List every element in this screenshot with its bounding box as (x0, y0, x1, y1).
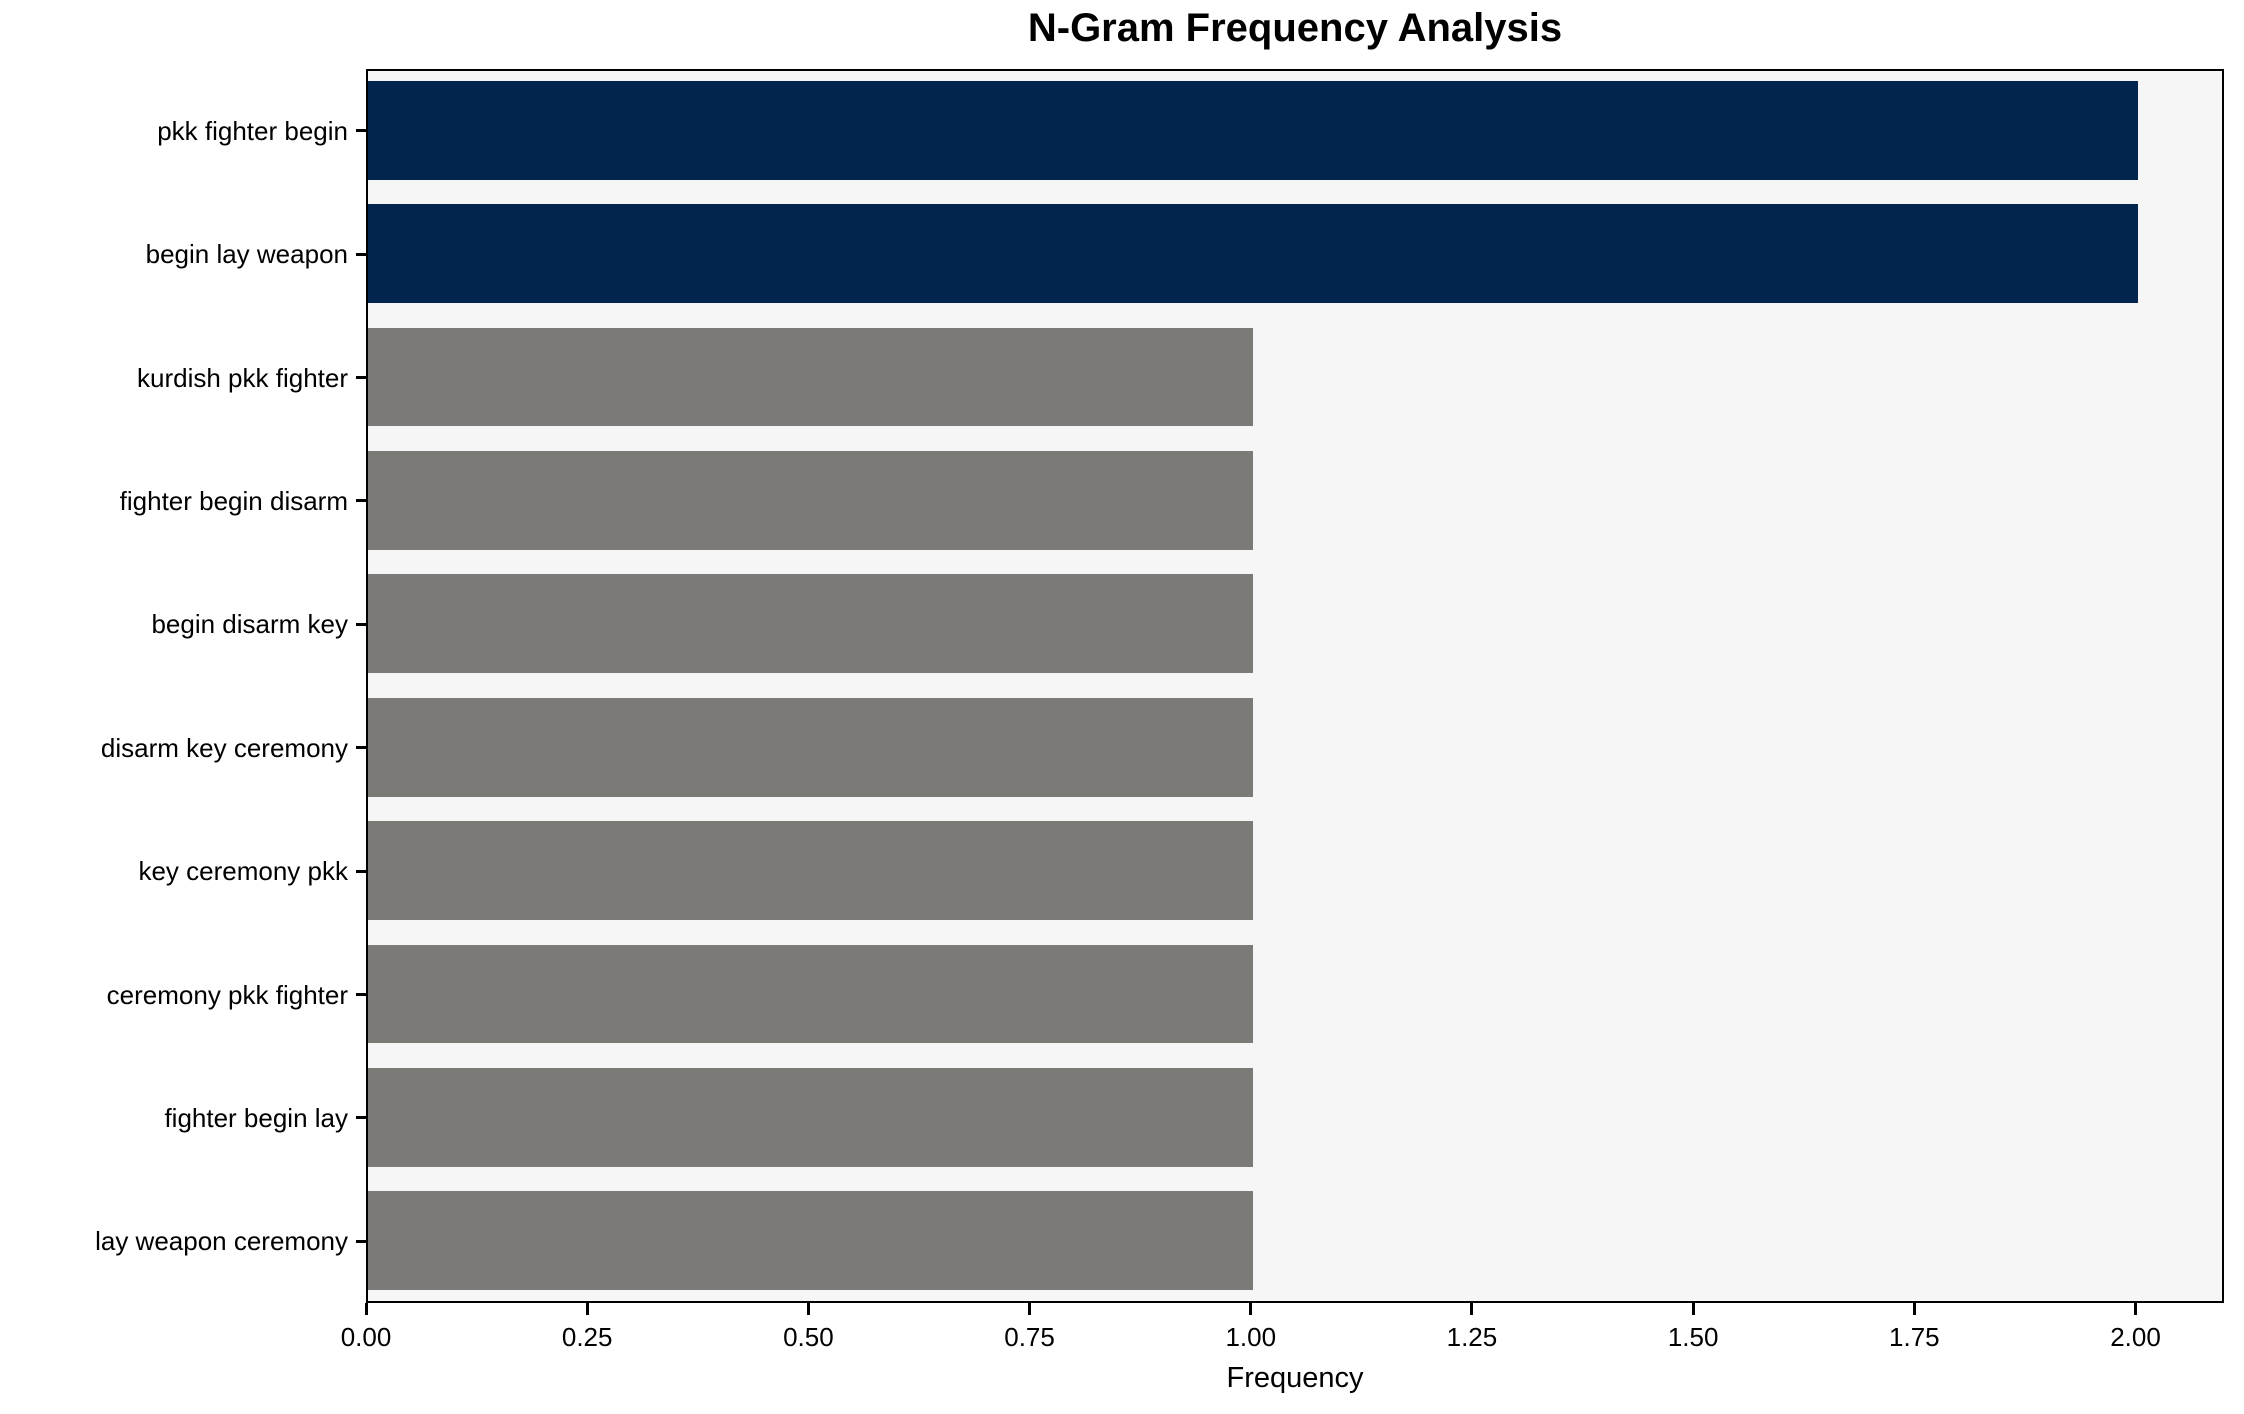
x-tick-label: 1.50 (1667, 1322, 1719, 1352)
bar-pkk-fighter-begin (368, 80, 2138, 180)
y-tick-label: begin disarm key (151, 609, 348, 640)
bar-ceremony-pkk-fighter (368, 944, 1253, 1044)
x-tick-mark (1470, 1303, 1474, 1315)
y-tick-label: begin lay weapon (145, 239, 348, 270)
y-tick-mark (356, 376, 366, 379)
y-tick-label: key ceremony pkk (138, 856, 348, 887)
plot-area (366, 69, 2224, 1303)
x-tick-mark (1249, 1303, 1253, 1315)
bar-kurdish-pkk-fighter (368, 327, 1253, 427)
y-tick-mark (356, 869, 366, 873)
x-tick-mark (1912, 1303, 1916, 1315)
x-tick-mark (585, 1303, 589, 1315)
chart-title: N-Gram Frequency Analysis (1027, 6, 1563, 50)
x-tick-mark (1028, 1303, 1032, 1315)
y-tick-mark (356, 993, 366, 996)
x-tick-mark (1691, 1303, 1695, 1315)
y-tick-mark (356, 252, 366, 256)
x-tick-mark (364, 1303, 368, 1315)
y-tick-mark (356, 1116, 366, 1120)
bar-disarm-key-ceremony (368, 697, 1253, 797)
x-axis-label: Frequency (1226, 1362, 1364, 1394)
bar-begin-lay-weapon (368, 204, 2138, 303)
y-tick-mark (356, 746, 366, 750)
y-tick-label: fighter begin disarm (119, 485, 348, 516)
x-tick-label: 1.00 (1225, 1322, 1277, 1352)
y-tick-mark (356, 499, 366, 503)
x-tick-label: 0.00 (340, 1322, 392, 1352)
y-tick-label: lay weapon ceremony (95, 1226, 348, 1257)
x-tick-label: 0.75 (1004, 1322, 1055, 1352)
x-tick-label: 0.50 (783, 1322, 834, 1352)
y-tick-label: ceremony pkk fighter (106, 979, 348, 1010)
x-tick-label: 0.25 (561, 1322, 613, 1352)
x-tick-label: 2.00 (2110, 1322, 2161, 1352)
x-tick-mark (806, 1303, 810, 1315)
x-tick-label: 1.25 (1446, 1322, 1498, 1352)
x-tick-label: 1.75 (1889, 1322, 1940, 1352)
y-tick-label: disarm key ceremony (100, 732, 348, 763)
y-tick-label: pkk fighter begin (157, 115, 348, 146)
bar-begin-disarm-key (368, 574, 1253, 674)
bar-fighter-begin-disarm (368, 451, 1253, 550)
y-tick-mark (356, 129, 366, 133)
y-tick-mark (356, 1239, 366, 1243)
x-tick-mark (2134, 1303, 2138, 1315)
y-tick-mark (356, 622, 366, 626)
bar-key-ceremony-pkk (368, 821, 1253, 920)
y-tick-label: fighter begin lay (164, 1102, 348, 1133)
bar-fighter-begin-lay (368, 1068, 1253, 1167)
y-tick-label: kurdish pkk fighter (137, 362, 348, 393)
bar-lay-weapon-ceremony (368, 1191, 1253, 1291)
